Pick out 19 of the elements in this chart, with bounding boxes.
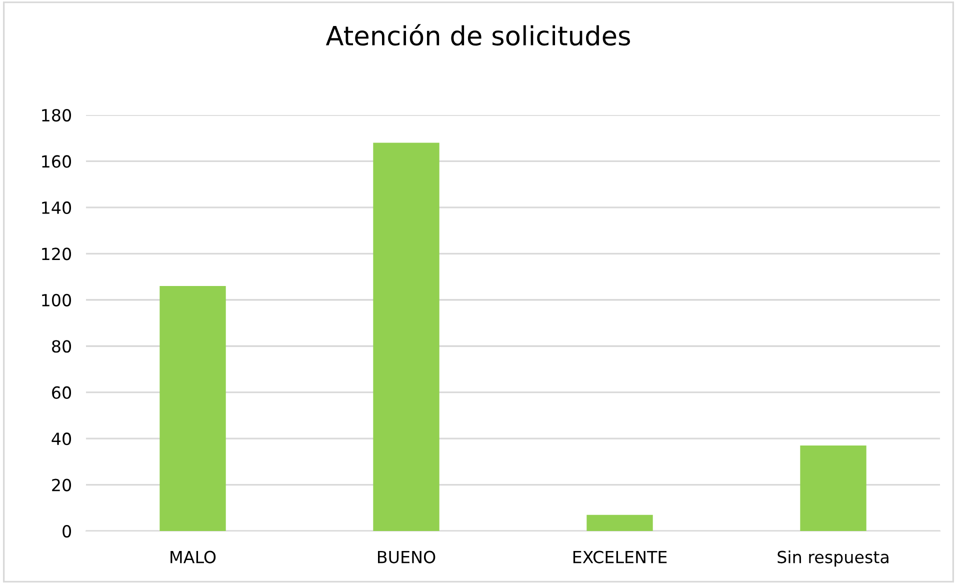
bar [586,514,653,531]
x-tick-label: Sin respuesta [778,550,888,567]
x-tick-label: EXCELENTE [573,550,667,564]
bar [800,445,866,531]
y-tick-label: 80 [52,340,72,353]
y-tick-label: 20 [52,478,72,492]
y-tick-label: 100 [42,294,72,306]
y-tick-label: 140 [42,201,72,214]
x-tick-label: MALO [170,550,216,564]
bar [160,286,226,531]
y-tick-label: 40 [52,432,72,446]
x-tick-label: BUENO [378,550,436,564]
y-tick-label: 120 [42,248,72,260]
chart-title: Atención de solicitudes [326,24,630,46]
y-tick-label: 160 [42,155,72,168]
y-tick-label: 60 [52,386,72,399]
y-tick-label: 0 [62,524,72,538]
bar [373,142,440,531]
y-tick-label: 180 [42,108,72,122]
